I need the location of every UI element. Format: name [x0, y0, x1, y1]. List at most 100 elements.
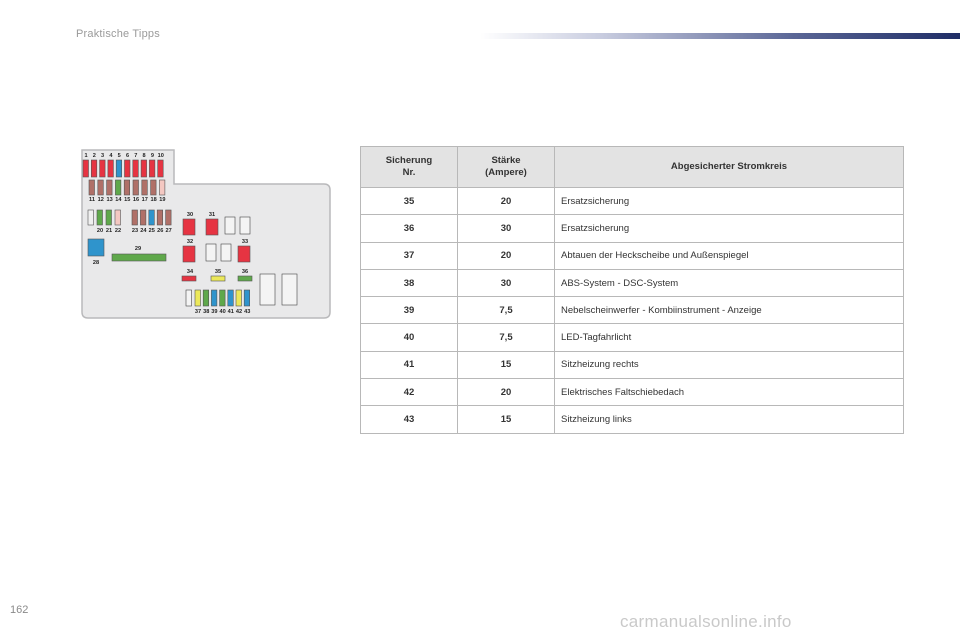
fuse-40 [219, 289, 226, 307]
fuse-label: 29 [135, 246, 141, 252]
fuse-label: 38 [203, 309, 209, 315]
fuse-label: 16 [133, 197, 139, 203]
fuse-label: 28 [93, 260, 99, 266]
fuse-box-diagram: 1 2 3 4 5 6 7 8 9 10 11 12 13 14 15 16 17 18 19 20 21 22 23 24 2… [78, 146, 334, 320]
fuse-42 [235, 289, 242, 307]
fuse-16 [132, 179, 139, 196]
fuse-31 [205, 218, 219, 236]
fuse-21 [105, 209, 112, 226]
rating-cell: 15 [457, 350, 555, 380]
empty-slot [224, 216, 236, 235]
fuse-label: 42 [236, 309, 242, 315]
fuse-label: 26 [157, 228, 163, 234]
rating-cell: 30 [457, 214, 555, 243]
fuse-number-cell: 39 [360, 296, 458, 325]
fuse-label: 24 [140, 228, 147, 234]
empty-slot [259, 273, 276, 306]
fuse-number-cell: 40 [360, 323, 458, 352]
table-row: 43 15 Sitzheizung links [360, 405, 904, 434]
fuse-43 [243, 289, 250, 307]
table-row: 37 20 Abtauen der Heckscheibe und Außens… [360, 241, 904, 270]
fuse-number-cell: 36 [360, 214, 458, 243]
table-row: 41 15 Sitzheizung rechts [360, 350, 904, 380]
fuse-label: 25 [149, 228, 155, 234]
fuse-30 [182, 218, 196, 236]
rating-cell: 20 [457, 378, 555, 407]
fuse-12 [97, 179, 104, 196]
fuse-label: 13 [106, 197, 112, 203]
fuse-6 [124, 159, 131, 178]
fuse-label: 9 [151, 153, 154, 159]
circuit-cell: Elektrisches Faltschiebedach [554, 378, 904, 407]
table-row: 35 20 Ersatzsicherung [360, 186, 904, 216]
fuse-24 [140, 209, 147, 226]
table-row: 39 7,5 Nebelscheinwerfer - Kombiinstrume… [360, 296, 904, 325]
fuse-label: 39 [211, 309, 217, 315]
fuse-label: 23 [132, 228, 138, 234]
fuse-number-cell: 41 [360, 350, 458, 380]
fuse-label: 41 [228, 309, 234, 315]
fuse-9 [149, 159, 156, 178]
fuse-table: Sicherung Nr. Stärke (Ampere) Abgesicher… [360, 146, 904, 434]
fuse-41 [227, 289, 234, 307]
fuse-2 [91, 159, 98, 178]
fuse-11 [88, 179, 95, 196]
fuse-label: 2 [93, 153, 96, 159]
fuse-4 [107, 159, 114, 178]
fuse-label: 8 [143, 153, 146, 159]
rating-cell: 30 [457, 268, 555, 298]
table-header-row: Sicherung Nr. Stärke (Ampere) Abgesicher… [360, 146, 904, 188]
fuse-label: 4 [109, 153, 113, 159]
spare-slot [87, 209, 94, 226]
circuit-cell: Sitzheizung links [554, 405, 904, 434]
rating-cell: 15 [457, 405, 555, 434]
rating-cell: 20 [457, 186, 555, 216]
fuse-17 [141, 179, 148, 196]
circuit-cell: Ersatzsicherung [554, 214, 904, 243]
fuse-label: 18 [150, 197, 156, 203]
circuit-cell: Abtauen der Heckscheibe und Außenspiegel [554, 241, 904, 270]
fuse-18 [150, 179, 157, 196]
table-row: 38 30 ABS-System - DSC-System [360, 268, 904, 298]
fuse-label: 20 [97, 228, 103, 234]
rating-cell: 7,5 [457, 296, 555, 325]
fuse-7 [132, 159, 139, 178]
rating-cell: 7,5 [457, 323, 555, 352]
fuse-35 [210, 275, 226, 282]
section-title: Praktische Tipps [76, 28, 160, 40]
fuse-5 [115, 159, 123, 178]
fuse-label: 19 [159, 197, 165, 203]
fuse-37 [194, 289, 201, 307]
fuse-number-cell: 42 [360, 378, 458, 407]
fuse-23 [131, 209, 138, 226]
fuse-label: 17 [142, 197, 148, 203]
fuse-39 [211, 289, 218, 307]
fuse-15 [123, 179, 131, 196]
fuse-38 [202, 289, 209, 307]
fuse-number-cell: 43 [360, 405, 458, 434]
fuse-14 [115, 179, 122, 196]
fuse-label: 6 [126, 153, 129, 159]
fuse-label: 33 [242, 239, 248, 245]
table-row: 42 20 Elektrisches Faltschiebedach [360, 378, 904, 407]
fuse-25 [148, 209, 155, 226]
fuse-label: 36 [242, 269, 248, 275]
fuse-label: 21 [106, 228, 112, 234]
fuse-13 [106, 179, 113, 196]
fuse-label: 7 [134, 153, 137, 159]
fuse-36 [237, 275, 253, 282]
fuse-10 [157, 159, 164, 178]
fuse-3 [99, 159, 106, 178]
empty-slot [281, 273, 298, 306]
fuse-label: 34 [187, 269, 194, 275]
fuse-number-cell: 37 [360, 241, 458, 270]
fuse-32 [182, 245, 196, 263]
fuse-label: 10 [158, 153, 164, 159]
fuse-label: 30 [187, 212, 193, 218]
header-circuit: Abgesicherter Stromkreis [554, 146, 904, 188]
fuse-label: 27 [165, 228, 171, 234]
fuse-number-cell: 38 [360, 268, 458, 298]
rating-cell: 20 [457, 241, 555, 270]
page-number: 162 [10, 604, 29, 616]
